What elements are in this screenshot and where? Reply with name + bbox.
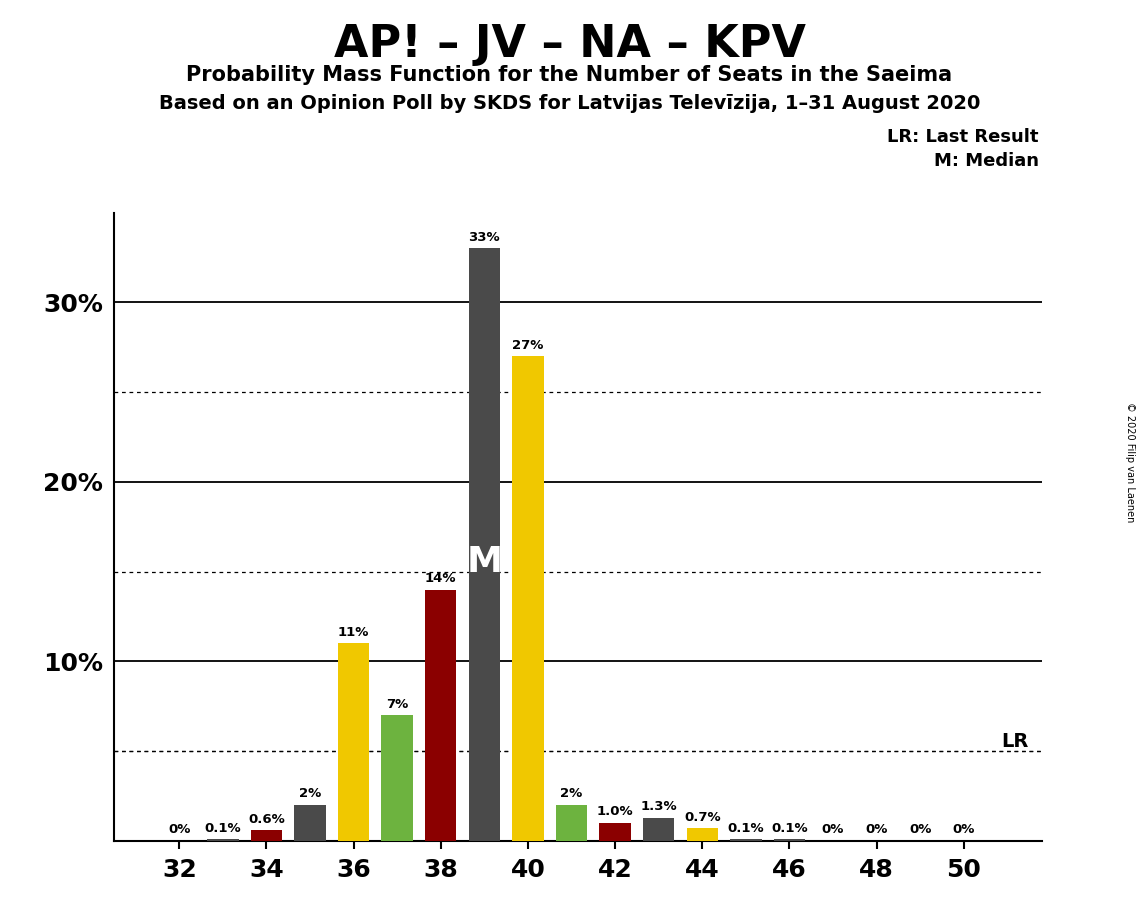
Bar <box>425 590 457 841</box>
Text: 0.1%: 0.1% <box>205 821 241 834</box>
Text: 7%: 7% <box>386 698 408 711</box>
Bar <box>294 805 326 841</box>
Bar <box>556 805 588 841</box>
Bar <box>773 839 805 841</box>
Text: 0.7%: 0.7% <box>683 810 721 824</box>
Bar <box>338 643 369 841</box>
Text: 0%: 0% <box>952 823 975 836</box>
Text: 0%: 0% <box>909 823 932 836</box>
Bar <box>687 828 718 841</box>
Bar <box>382 715 412 841</box>
Bar <box>599 823 631 841</box>
Text: 33%: 33% <box>468 231 500 244</box>
Text: LR: LR <box>1001 732 1030 751</box>
Bar <box>207 839 238 841</box>
Text: Based on an Opinion Poll by SKDS for Latvijas Televīzija, 1–31 August 2020: Based on an Opinion Poll by SKDS for Lat… <box>158 94 981 114</box>
Text: M: Median: M: Median <box>934 152 1039 170</box>
Text: LR: Last Result: LR: Last Result <box>887 128 1039 145</box>
Bar <box>513 356 543 841</box>
Bar <box>730 839 762 841</box>
Text: 2%: 2% <box>560 787 583 800</box>
Bar <box>644 818 674 841</box>
Text: © 2020 Filip van Laenen: © 2020 Filip van Laenen <box>1125 402 1134 522</box>
Text: M: M <box>466 545 502 579</box>
Text: 0.6%: 0.6% <box>248 812 285 825</box>
Text: 1.3%: 1.3% <box>640 800 677 813</box>
Bar <box>468 249 500 841</box>
Text: 0.1%: 0.1% <box>728 821 764 834</box>
Text: 14%: 14% <box>425 572 457 585</box>
Text: 0%: 0% <box>169 823 190 836</box>
Text: 0%: 0% <box>822 823 844 836</box>
Text: Probability Mass Function for the Number of Seats in the Saeima: Probability Mass Function for the Number… <box>187 65 952 85</box>
Text: AP! – JV – NA – KPV: AP! – JV – NA – KPV <box>334 23 805 67</box>
Text: 27%: 27% <box>513 339 543 352</box>
Text: 1.0%: 1.0% <box>597 806 633 819</box>
Text: 0%: 0% <box>866 823 887 836</box>
Text: 11%: 11% <box>338 626 369 638</box>
Text: 0.1%: 0.1% <box>771 821 808 834</box>
Bar <box>251 830 282 841</box>
Text: 2%: 2% <box>298 787 321 800</box>
